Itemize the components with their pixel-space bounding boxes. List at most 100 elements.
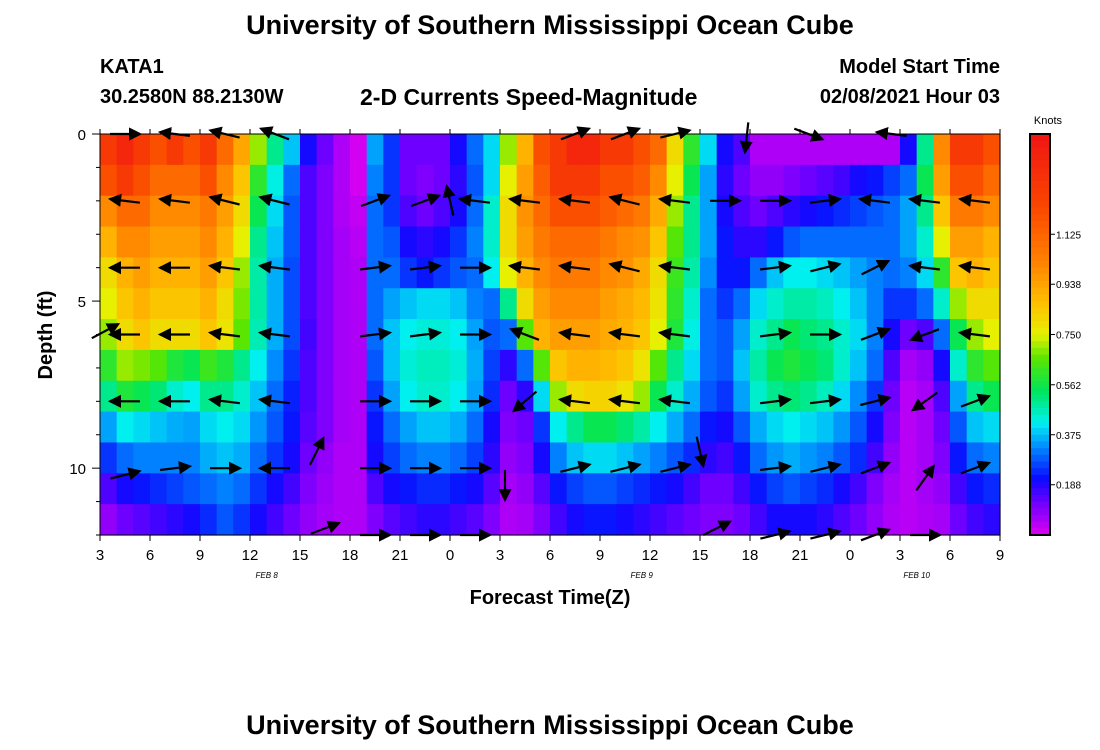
x-tick-label: 12 [642, 547, 659, 564]
heatmap-cell [883, 319, 901, 351]
heatmap-cell [483, 473, 501, 505]
heatmap-cell [450, 380, 468, 413]
heatmap-cell [716, 226, 734, 258]
current-vector-arrow [557, 327, 591, 341]
date-label: FEB 8 [256, 571, 279, 580]
heatmap-cell [916, 288, 934, 320]
current-vector-arrow [442, 184, 456, 216]
heatmap-cell [900, 319, 918, 351]
heatmap-cell [333, 164, 351, 197]
heatmap-cell [233, 473, 251, 505]
heatmap-cell [250, 226, 268, 258]
heatmap-cell [700, 164, 718, 197]
current-vector-arrow [508, 326, 540, 341]
heatmap-cell [816, 411, 834, 444]
heatmap-cell [283, 411, 301, 444]
heatmap-cell [116, 349, 134, 382]
heatmap-cell [766, 134, 784, 166]
heatmap-cell [450, 164, 468, 197]
current-vector-arrow [957, 327, 991, 341]
heatmap-cell [200, 257, 218, 289]
heatmap-cell [633, 134, 651, 166]
heatmap-cell [766, 164, 784, 197]
heatmap-cell [450, 504, 468, 536]
heatmap-cell [450, 134, 468, 166]
heatmap-cell [433, 195, 451, 228]
heatmap-cell [800, 164, 818, 197]
current-vector-arrow [258, 193, 290, 207]
heatmap-cell [316, 473, 334, 505]
heatmap-cell [900, 504, 918, 536]
heatmap-cell [216, 164, 234, 197]
heatmap-cell [300, 411, 318, 444]
heatmap-cell [766, 380, 784, 413]
heatmap-cell [700, 411, 718, 444]
heatmap-cell [900, 349, 918, 382]
heatmap-cell [583, 473, 601, 505]
heatmap-cell [400, 411, 418, 444]
heatmap-cell [300, 288, 318, 320]
heatmap-cell [416, 164, 434, 197]
heatmap-cell [316, 226, 334, 258]
heatmap-cell [200, 349, 218, 382]
heatmap-cell [383, 164, 401, 197]
colorbar-swatch [1030, 361, 1050, 369]
heatmap-cell [133, 195, 151, 228]
x-tick-label: 15 [292, 547, 309, 564]
heatmap-cell [950, 164, 968, 197]
heatmap-cell [383, 349, 401, 382]
heatmap-cell [416, 349, 434, 382]
heatmap-cell [650, 504, 668, 536]
heatmap-cell [383, 380, 401, 413]
heatmap-cell [566, 473, 584, 505]
colorbar-swatch [1030, 374, 1050, 382]
heatmap-cell [383, 195, 401, 228]
colorbar-swatch [1030, 474, 1050, 483]
heatmap-cell [866, 164, 884, 197]
current-vector-arrow [657, 394, 691, 408]
heatmap-cell [783, 380, 801, 413]
heatmap-cell [800, 411, 818, 444]
heatmap-cell [866, 473, 884, 505]
heatmap-cell [283, 288, 301, 320]
heatmap-cell [300, 257, 318, 289]
heatmap-cell [816, 257, 834, 289]
heatmap-cell [983, 349, 1001, 382]
heatmap-cell [116, 257, 134, 289]
heatmap-cell [166, 504, 184, 536]
heatmap-cell [350, 504, 368, 536]
heatmap-cell [433, 226, 451, 258]
heatmap-cell [116, 504, 134, 536]
heatmap-cell [866, 380, 884, 413]
heatmap-cell [700, 380, 718, 413]
heatmap-cell [816, 226, 834, 258]
heatmap-cell [850, 288, 868, 320]
heatmap-cell [800, 134, 818, 166]
heatmap-cell [866, 226, 884, 258]
heatmap-cell [116, 473, 134, 505]
heatmap-cell [583, 288, 601, 320]
heatmap-cell [700, 504, 718, 536]
x-axis-label: Forecast Time(Z) [470, 587, 631, 609]
heatmap-cell [750, 442, 768, 474]
heatmap-cell [950, 319, 968, 351]
heatmap-cell [500, 473, 518, 505]
heatmap-cell [683, 411, 701, 444]
heatmap-cell [116, 380, 134, 413]
heatmap-cell [450, 442, 468, 474]
heatmap-cell [950, 226, 968, 258]
heatmap-cell [333, 349, 351, 382]
heatmap-cell [716, 442, 734, 474]
heatmap-cell [350, 349, 368, 382]
colorbar-swatch [1030, 508, 1050, 516]
heatmap-cell [383, 257, 401, 289]
heatmap-cell [516, 134, 534, 166]
current-vector-arrow [810, 460, 842, 474]
heatmap-cell [600, 349, 618, 382]
heatmap-cell [233, 288, 251, 320]
heatmap-cell [150, 473, 168, 505]
heatmap-cell [383, 288, 401, 320]
heatmap-cell [450, 319, 468, 351]
x-tick-label: 6 [946, 547, 954, 564]
heatmap-cell [966, 473, 984, 505]
